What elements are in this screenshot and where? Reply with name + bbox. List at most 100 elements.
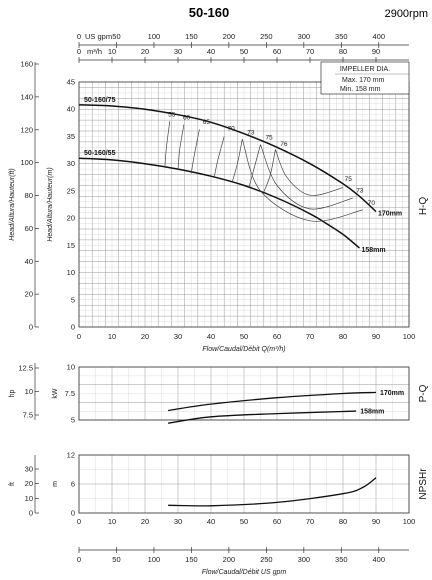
hq-ft-tick-label: 120 xyxy=(20,125,33,134)
np-ft-tick-label: 0 xyxy=(29,509,33,518)
hq-x-tick-label: 60 xyxy=(273,332,281,341)
efficiency-label: 75 xyxy=(345,176,353,183)
np-x-tick-label: 10 xyxy=(108,517,116,526)
hq-curve-min xyxy=(78,157,360,249)
pq-curve-end-label: 158mm xyxy=(360,408,384,415)
np-x-tick-label: 70 xyxy=(306,517,314,526)
bottom-axis-us-tick-label: 100 xyxy=(148,555,161,564)
grid-lines xyxy=(78,81,410,328)
hq-y-axis-label: Head/Altura/Hauteur(m) xyxy=(47,167,54,241)
np-x-tick-label: 40 xyxy=(207,517,215,526)
pq-curve-min xyxy=(168,410,357,424)
chart-title: 50-160 xyxy=(189,5,229,20)
top-axis-us-tick-label: 50 xyxy=(112,32,120,41)
top-axis-us-tick-label: 350 xyxy=(335,32,348,41)
hq-y-tick-label: 10 xyxy=(67,268,75,277)
pq-y-tick-label: 10 xyxy=(67,363,75,372)
np-y-tick-label: 6 xyxy=(71,480,75,489)
npshr-curve xyxy=(168,477,377,507)
np-ft-tick-label: 10 xyxy=(25,494,33,503)
hq-x-axis-label: Flow/Caudal/Débit Q(m³/h) xyxy=(202,346,285,353)
np-y-tick-label: 0 xyxy=(71,509,75,518)
top-axis-us-tick-label: 200 xyxy=(223,32,236,41)
hq-x-tick-label: 90 xyxy=(372,332,380,341)
efficiency-iso-line xyxy=(190,129,200,174)
pq-hp-tick-label: 12.5 xyxy=(18,364,33,373)
bottom-axis-us-tick-label: 250 xyxy=(260,555,273,564)
top-axis-m3h-tick-label: 40 xyxy=(207,47,215,56)
hq-y-tick-label: 0 xyxy=(71,323,75,332)
hq-x-tick-label: 70 xyxy=(306,332,314,341)
bottom-axis-us-tick-label: 0 xyxy=(77,555,81,564)
hq-ft-axis-label: Head/Altura/Hauteur(ft) xyxy=(9,168,16,240)
hq-ft-tick-label: 40 xyxy=(25,257,33,266)
bottom-axis-us-tick-label: 300 xyxy=(298,555,311,564)
top-axis-us-tick-label: 150 xyxy=(185,32,198,41)
efficiency-label: 60 xyxy=(183,115,191,122)
hq-series-label: 50-160/75 xyxy=(84,97,116,104)
hq-ft-tick-label: 20 xyxy=(25,290,33,299)
plot-frame xyxy=(78,454,410,514)
top-axis-m3h-tick-label: 0 xyxy=(77,47,81,56)
top-axis-m3h-tick-label: 60 xyxy=(273,47,281,56)
hq-y-tick-label: 20 xyxy=(67,214,75,223)
efficiency-iso-line xyxy=(213,136,225,178)
top-axis-us-tick-label: 400 xyxy=(373,32,386,41)
hq-x-tick-label: 40 xyxy=(207,332,215,341)
hq-curve-end-label: 158mm xyxy=(362,247,386,254)
hq-curve-max xyxy=(78,104,377,213)
hq-y-tick-label: 25 xyxy=(67,186,75,195)
pq-y-tick-label: 5 xyxy=(71,416,75,425)
bottom-axis-us-tick-label: 350 xyxy=(335,555,348,564)
efficiency-label: 76 xyxy=(280,141,288,148)
pq-curve-max xyxy=(168,391,377,412)
top-axis-m3h-tick-label: 90 xyxy=(372,47,380,56)
rpm-label: 2900rpm xyxy=(385,8,428,20)
impeller-box-title: IMPELLER DIA. xyxy=(340,66,390,73)
np-ft-tick-label: 30 xyxy=(25,465,33,474)
bottom-axis-us-tick-label: 150 xyxy=(185,555,198,564)
hq-y-tick-label: 40 xyxy=(67,105,75,114)
plot-frame xyxy=(78,366,410,421)
np-x-tick-label: 60 xyxy=(273,517,281,526)
hq-ft-tick-label: 140 xyxy=(20,92,33,101)
hq-side-label: H-Q xyxy=(418,197,429,216)
hq-ft-tick-label: 0 xyxy=(29,323,33,332)
bottom-axis-us-tick-label: 400 xyxy=(373,555,386,564)
top-axis-m3h-tick-label: 80 xyxy=(339,47,347,56)
np-x-tick-label: 0 xyxy=(77,517,81,526)
efficiency-iso-line xyxy=(232,139,243,182)
bottom-axis-us-label: Flow/Caudal/Débit US gpm xyxy=(202,569,287,576)
hq-x-tick-label: 80 xyxy=(339,332,347,341)
hq-y-tick-label: 45 xyxy=(67,78,75,87)
hq-x-tick-label: 50 xyxy=(240,332,248,341)
efficiency-iso-line xyxy=(164,121,171,169)
np-x-tick-label: 80 xyxy=(339,517,347,526)
np-y-tick-label: 12 xyxy=(67,451,75,460)
hq-x-tick-label: 10 xyxy=(108,332,116,341)
hq-x-tick-label: 100 xyxy=(403,332,416,341)
hq-y-tick-label: 15 xyxy=(67,241,75,250)
efficiency-iso-line xyxy=(263,149,276,193)
pq-y-tick-label: 7.5 xyxy=(65,389,75,398)
hq-ft-tick-label: 80 xyxy=(25,191,33,200)
np-x-tick-label: 90 xyxy=(372,517,380,526)
pq-side-label: P-Q xyxy=(418,384,429,402)
pq-hp-axis-label: hp xyxy=(9,390,16,398)
np-ft-tick-label: 20 xyxy=(25,479,33,488)
hq-y-tick-label: 30 xyxy=(67,159,75,168)
impeller-box-max: Max. 170 mm xyxy=(342,77,385,84)
top-axis-us-tick-label: 250 xyxy=(260,32,273,41)
hq-x-tick-label: 30 xyxy=(174,332,182,341)
efficiency-label: 73 xyxy=(247,129,255,136)
pq-hp-tick-label: 7.5 xyxy=(23,411,33,420)
top-axis-m3h-label: m³/h xyxy=(87,47,102,56)
efficiency-label: 55 xyxy=(168,111,176,118)
top-axis-m3h-tick-label: 50 xyxy=(240,47,248,56)
np-ft-axis-label: ft xyxy=(9,482,16,486)
bottom-axis-us-tick-label: 200 xyxy=(223,555,236,564)
top-axis-us-tick-label: 100 xyxy=(148,32,161,41)
efficiency-label: 65 xyxy=(203,119,211,126)
